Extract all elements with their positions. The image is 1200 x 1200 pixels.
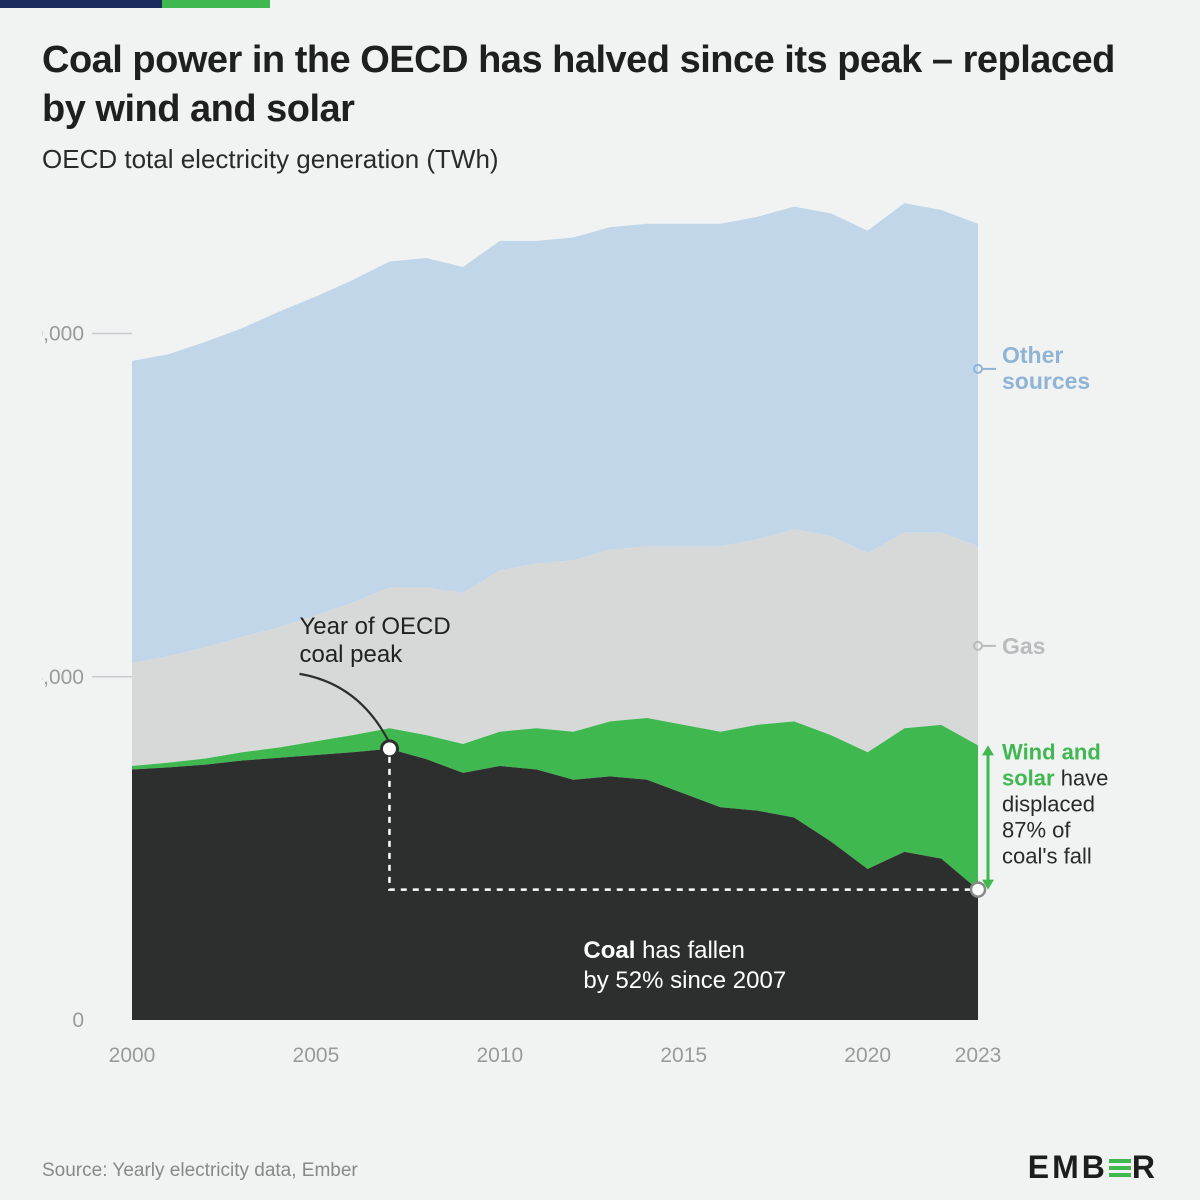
chart-title: Coal power in the OECD has halved since … [42, 36, 1158, 133]
x-tick-label: 2020 [844, 1044, 891, 1067]
logo-bars-icon [1109, 1156, 1131, 1180]
x-tick-label: 2000 [109, 1044, 156, 1067]
label-wind-solar: Wind andsolar havedisplaced87% ofcoal's … [1002, 739, 1108, 868]
chart-subtitle: OECD total electricity generation (TWh) [42, 144, 499, 175]
ember-logo: EMB R [1028, 1149, 1158, 1186]
x-tick-label: 2023 [955, 1044, 1002, 1067]
source-attribution: Source: Yearly electricity data, Ember [42, 1160, 358, 1182]
label-other: Othersources [1002, 342, 1090, 394]
y-tick-label: 10,000 [42, 323, 84, 346]
x-tick-label: 2005 [293, 1044, 340, 1067]
logo-prefix: EMB [1028, 1149, 1108, 1185]
peak-dot [381, 741, 397, 757]
x-tick-label: 2010 [476, 1044, 523, 1067]
logo-suffix: R [1132, 1149, 1158, 1185]
label-gas: Gas [1002, 633, 1045, 659]
stacked-area-chart: 0 5,000 10,000 2000 2005 2010 2015 2020 2023 Othe… [42, 200, 1158, 1090]
y-tick-label: 5,000 [42, 666, 84, 689]
x-tick-label: 2015 [660, 1044, 707, 1067]
y-tick-label: 0 [72, 1009, 84, 1032]
brand-color-bar [0, 0, 270, 8]
